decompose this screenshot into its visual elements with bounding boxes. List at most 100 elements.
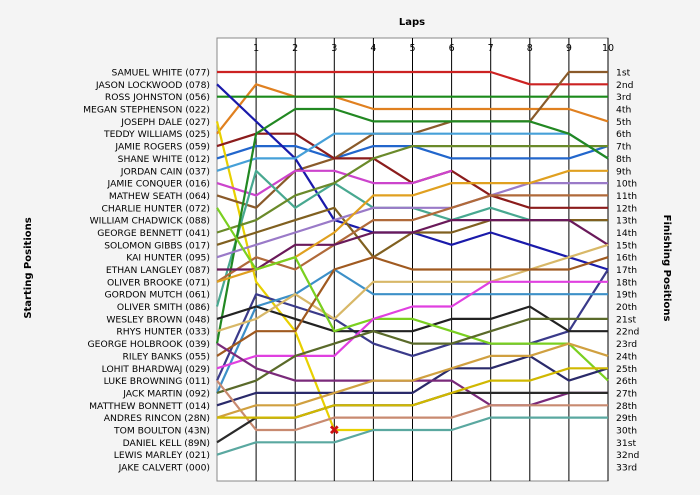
finishing-position-label: 18th: [616, 277, 637, 288]
x-tick-label: 3: [331, 43, 337, 54]
starting-position-label: GORDON MUTCH (061): [104, 290, 210, 301]
finishing-position-label: 1st: [616, 68, 631, 79]
starting-position-label: JACK MARTIN (092): [122, 388, 210, 399]
finishing-position-label: 10th: [616, 179, 637, 190]
finishing-position-label: 4th: [616, 105, 631, 116]
grid: [255, 38, 609, 481]
starting-position-label: WILLIAM CHADWICK (088): [90, 216, 210, 227]
x-tick-label: 1: [253, 43, 259, 54]
finishing-position-label: 26th: [616, 376, 637, 387]
starting-position-label: JAMIE ROGERS (059): [114, 142, 210, 153]
starting-position-label: LEWIS MARLEY (021): [114, 450, 210, 461]
series-line-32: [216, 416, 608, 456]
series-line-33: [217, 367, 608, 419]
finishing-position-label: 15th: [616, 240, 637, 251]
finishing-position-label: 28th: [616, 401, 637, 412]
series-line-15: [216, 182, 608, 259]
finishing-position-label: 17th: [616, 265, 637, 276]
series-line-25: [216, 280, 608, 370]
finishing-position-label: 11th: [616, 191, 637, 202]
starting-position-label: MATTHEW BONNETT (014): [89, 401, 210, 412]
series-line-17: [217, 219, 609, 271]
starting-position-label: LOHIT BHARDWAJ (029): [102, 364, 210, 375]
starting-position-label: RHYS HUNTER (033): [116, 327, 210, 338]
finishing-position-label: 7th: [616, 142, 631, 153]
starting-position-label: SAMUEL WHITE (077): [111, 68, 210, 79]
finishing-position-label: 13th: [616, 216, 637, 227]
starting-position-label: CHARLIE HUNTER (072): [102, 203, 210, 214]
starting-position-labels: SAMUEL WHITE (077)JASON LOCKWOOD (078)RO…: [83, 68, 210, 474]
starting-position-label: OLIVER SMITH (086): [117, 302, 210, 313]
starting-position-label: TOM BOULTON (43N): [113, 425, 210, 436]
finishing-position-label: 8th: [616, 154, 631, 165]
finishing-position-label: 3rd: [616, 92, 631, 103]
markers: ✖: [329, 423, 340, 438]
finishing-position-label: 2nd: [616, 80, 634, 91]
x-tick-label: 2: [292, 43, 298, 54]
finishing-position-label: 30th: [616, 425, 637, 436]
finishing-position-label: 27th: [616, 388, 637, 399]
series-line-26: [216, 317, 608, 394]
finishing-position-label: 14th: [616, 228, 637, 239]
series-layer: [215, 70, 609, 456]
x-tick-label: 4: [370, 43, 376, 54]
starting-position-label: ANDRES RINCON (28N): [104, 413, 210, 424]
starting-position-label: JASON LOCKWOOD (078): [95, 80, 210, 91]
series-line-16: [216, 194, 608, 283]
finishing-position-label: 32nd: [616, 450, 639, 461]
series-line-21: [216, 305, 608, 333]
series-line-2: [216, 83, 609, 135]
finishing-position-label: 25th: [616, 364, 637, 375]
series-line-22: [216, 243, 609, 333]
x-tick-label: 8: [527, 43, 533, 54]
starting-position-label: LUKE BROWNING (011): [104, 376, 210, 387]
starting-position-label: GEORGE BENNETT (041): [97, 228, 210, 239]
finishing-position-label: 9th: [616, 166, 631, 177]
starting-position-label: WESLEY BROWN (048): [106, 314, 210, 325]
starting-position-label: TEDDY WILLIAMS (025): [103, 129, 210, 140]
starting-position-label: ROSS JOHNSTON (056): [105, 92, 210, 103]
finishing-position-label: 29th: [616, 413, 637, 424]
starting-position-label: SHANE WHITE (012): [118, 154, 210, 165]
starting-position-label: GEORGE HOLBROOK (039): [88, 339, 210, 350]
finishing-position-label: 12th: [616, 203, 637, 214]
finishing-position-label: 33rd: [616, 463, 637, 474]
y-axis-title-right: Finishing Positions: [661, 215, 672, 322]
finishing-position-label: 21st: [616, 314, 636, 325]
x-tick-label: 5: [409, 43, 415, 54]
finishing-position-label: 19th: [616, 290, 637, 301]
finishing-position-label: 22nd: [616, 327, 639, 338]
dnf-marker: ✖: [329, 423, 340, 438]
x-tick-label: 9: [566, 43, 572, 54]
series-line-29: [216, 379, 608, 432]
series-line-12: [216, 145, 608, 234]
series-line-20: [215, 268, 608, 394]
finishing-position-label: 31st: [616, 438, 636, 449]
starting-position-label: KAI HUNTER (095): [126, 253, 210, 264]
series-line-10: [216, 169, 452, 197]
y-axis-title-left: Starting Positions: [23, 217, 34, 318]
starting-position-label: MEGAN STEPHENSON (022): [83, 105, 210, 116]
starting-position-label: JORDAN CAIN (037): [120, 166, 210, 177]
series-line-27: [216, 354, 609, 407]
x-axis-title: Laps: [399, 17, 425, 28]
finishing-position-label: 16th: [616, 253, 637, 264]
starting-position-label: JOSEPH DALE (027): [120, 117, 210, 128]
finishing-position-label: 23rd: [616, 339, 637, 350]
starting-position-label: OLIVER BROOKE (071): [107, 277, 210, 288]
starting-position-label: SOLOMON GIBBS (017): [104, 240, 210, 251]
x-tick-labels: 1 2 3 4 5 6 7 8 9 10: [253, 43, 614, 54]
starting-position-label: DANIEL KELL (89N): [123, 438, 210, 449]
series-line-24: [216, 207, 609, 382]
starting-position-label: JAKE CALVERT (000): [118, 463, 210, 474]
starting-position-label: MATHEW SEATH (064): [109, 191, 210, 202]
x-tick-label: 6: [449, 43, 455, 54]
finishing-position-label: 6th: [616, 129, 631, 140]
x-tick-label: 10: [602, 43, 614, 54]
starting-position-label: RILEY BANKS (055): [123, 351, 211, 362]
starting-position-label: ETHAN LANGLEY (087): [106, 265, 210, 276]
series-line-1: [217, 70, 608, 86]
